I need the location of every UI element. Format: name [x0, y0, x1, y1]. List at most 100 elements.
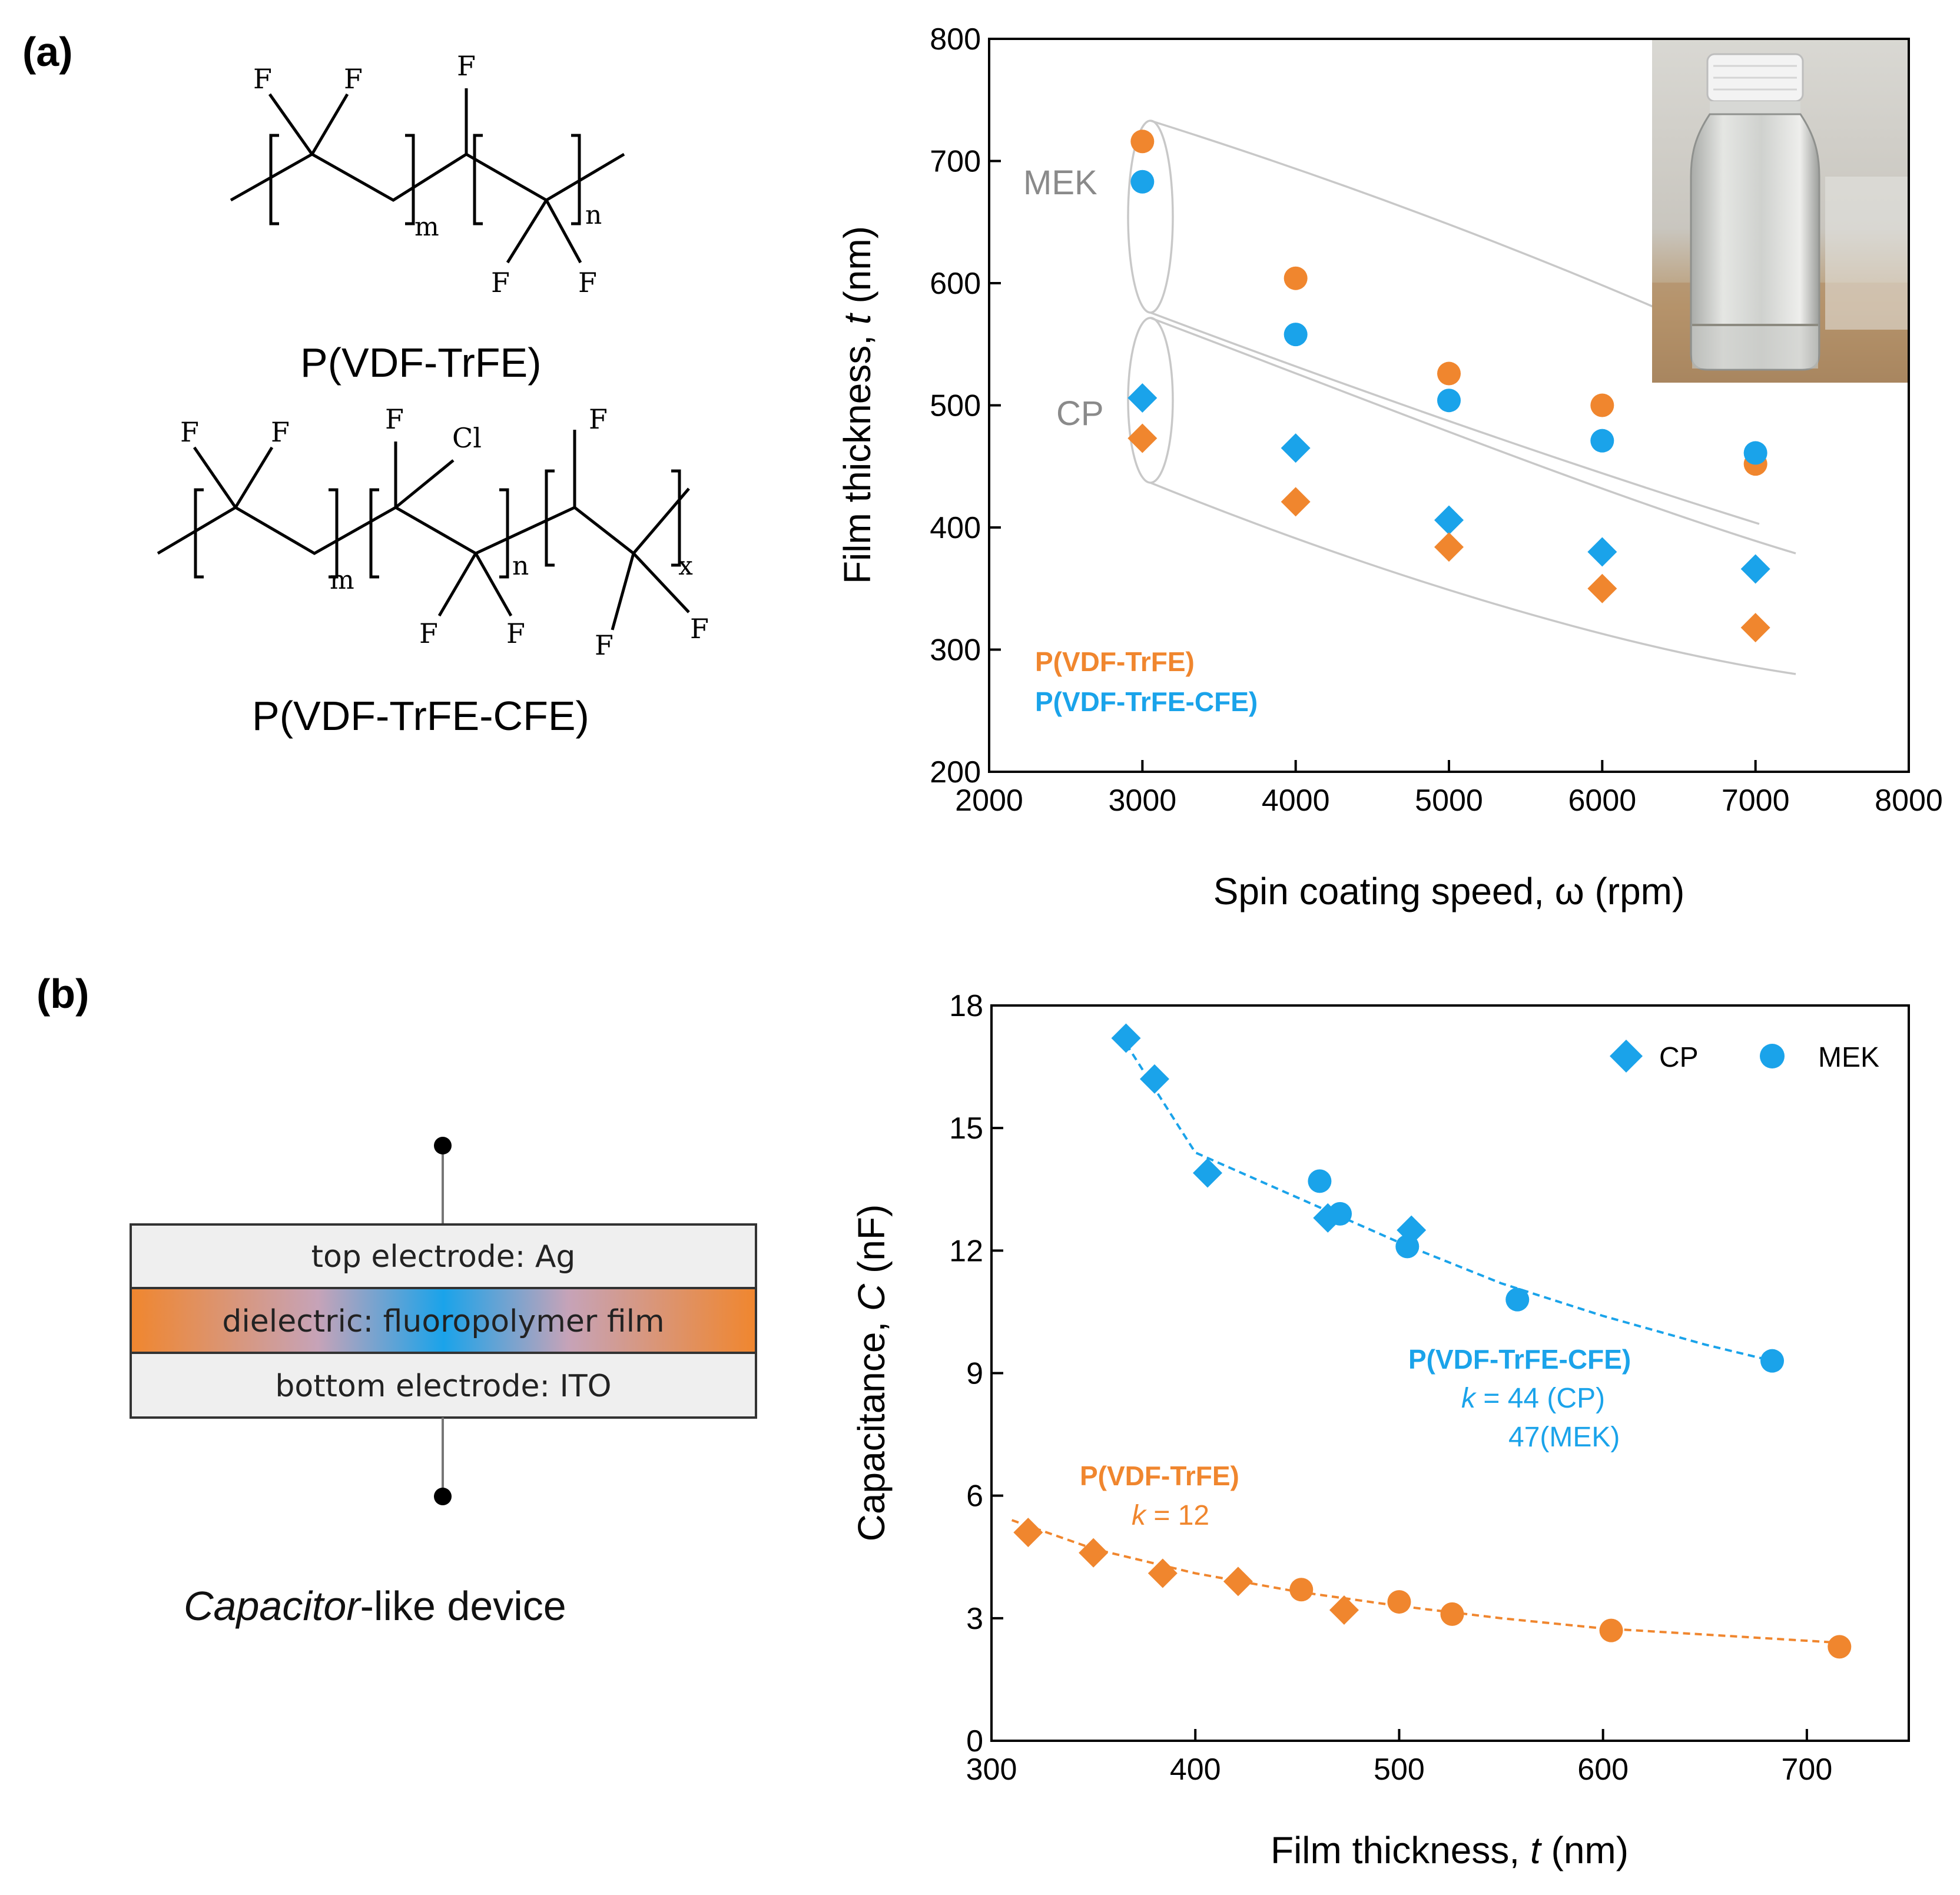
chart-a0-x-tick-label: 2000 — [955, 784, 1023, 818]
atom-f: F — [253, 63, 272, 95]
chart-a0-point-diamond — [1281, 487, 1311, 517]
chart-b1-y-tick-label: 0 — [966, 1724, 983, 1758]
subscript-n: n — [512, 551, 529, 581]
chart-a0-point-circle — [1590, 429, 1614, 453]
chart-b1-point-circle — [1289, 1578, 1314, 1602]
chart-a0-point-circle — [1130, 170, 1155, 194]
chart-a0-point-circle — [1590, 393, 1614, 417]
atom-f: F — [578, 267, 597, 298]
chart-b1-x-tick-label: 700 — [1782, 1753, 1833, 1787]
mek-group-label: MEK — [1023, 164, 1097, 202]
chart-a0-y-tick-label: 700 — [930, 145, 981, 179]
top-terminal — [434, 1137, 452, 1154]
chart-b1-x-tick-label: 400 — [1170, 1753, 1221, 1787]
chart-a-y-title-suffix: (nm) — [836, 226, 878, 314]
chart-a0-point-circle — [1437, 389, 1461, 413]
chart-a-axes: 2000 3000 4000 5000 6000 7000 8000 200 300 400 500… — [930, 22, 1943, 818]
panel-label-b: (b) — [37, 971, 89, 1017]
chart-a0-y-tick-label: 200 — [930, 755, 981, 789]
chart-b1-y-tick-label: 12 — [949, 1234, 983, 1268]
chart-a0-point-diamond — [1281, 433, 1311, 463]
chart-b1-y-tick-label: 9 — [966, 1357, 983, 1391]
chart-b-annotation-cfe-k2: 47(MEK) — [1508, 1422, 1620, 1453]
chart-a0-y-tick-label: 800 — [930, 22, 981, 57]
polymer-name-pvdf-trfe-cfe: P(VDF-TrFE-CFE) — [252, 693, 589, 739]
chart-a-legend-pvdf-trfe: P(VDF-TrFE) — [1035, 646, 1195, 677]
chart-b1-point-circle — [1308, 1169, 1332, 1193]
cfe-k-rest: = 44 (CP) — [1475, 1383, 1605, 1414]
chart-a-legend-pvdf-trfe-cfe: P(VDF-TrFE-CFE) — [1035, 686, 1258, 717]
bottom-terminal — [434, 1488, 452, 1505]
chart-b1-point-diamond — [1148, 1558, 1178, 1588]
chart-b-x-title-suffix: (nm) — [1541, 1829, 1629, 1871]
chart-b1-point-circle — [1828, 1635, 1852, 1659]
chart-b-x-title-prefix: Film thickness, — [1271, 1829, 1530, 1871]
chart-a0-point-diamond — [1587, 537, 1617, 567]
chart-a0-point-circle — [1437, 361, 1461, 386]
subscript-n: n — [585, 200, 602, 230]
chart-a0-x-tick-label: 6000 — [1568, 784, 1636, 818]
chart-b-fit-lines — [1011, 1033, 1840, 1644]
chart-b1-x-tick-label: 300 — [966, 1753, 1017, 1787]
atom-f: F — [690, 613, 709, 645]
chart-b1-point-circle — [1395, 1234, 1420, 1259]
chart-a0-x-tick-label: 4000 — [1262, 784, 1330, 818]
legend-cp-label: CP — [1659, 1042, 1699, 1073]
chart-b1-x-tick-label: 600 — [1577, 1753, 1629, 1787]
chart-b-y-title-suffix: (nF) — [850, 1204, 893, 1284]
atom-f: F — [344, 63, 363, 95]
subscript-m: m — [414, 212, 439, 242]
trfe-k-rest: = 12 — [1146, 1500, 1209, 1531]
vial-photo-inset — [1652, 39, 1909, 383]
device-caption-rest: -like device — [360, 1583, 566, 1629]
chart-b1-point-circle — [1440, 1602, 1464, 1626]
chart-b1-point-circle — [1599, 1618, 1623, 1642]
chart-b-legend: CP MEK — [1610, 1040, 1879, 1073]
chart-a0-point-diamond — [1127, 383, 1158, 413]
chart-b1-point-diamond — [1139, 1064, 1169, 1094]
atom-f: F — [491, 267, 510, 298]
device-caption: Capacitor-like device — [184, 1583, 566, 1629]
chart-a-y-title-var: t — [836, 313, 878, 324]
chart-a0-point-diamond — [1740, 613, 1770, 643]
panel-label-a: (a) — [22, 29, 73, 75]
polymer-name-pvdf-trfe: P(VDF-TrFE) — [300, 340, 542, 386]
chart-b-y-title-prefix: Capacitance, — [850, 1311, 893, 1541]
device-caption-italic: Capacitor — [184, 1583, 362, 1629]
atom-f: F — [589, 403, 608, 435]
subscript-m: m — [330, 565, 354, 595]
legend-mek-marker — [1760, 1044, 1785, 1068]
chart-b-annotation-cfe-k: k = 44 (CP) — [1461, 1383, 1605, 1414]
chart-a0-x-tick-label: 8000 — [1875, 784, 1943, 818]
chart-b-y-axis-title: Capacitance, C (nF) — [850, 1204, 893, 1542]
chart-b1-point-diamond — [1223, 1567, 1253, 1597]
cfe-k-var: k — [1461, 1383, 1477, 1414]
chart-a0-point-circle — [1284, 323, 1308, 347]
chart-b1-fit-line — [1011, 1519, 1840, 1644]
chart-a0-x-tick-label: 3000 — [1108, 784, 1176, 818]
chart-a0-y-tick-label: 500 — [930, 389, 981, 423]
chart-a0-point-diamond — [1740, 554, 1770, 584]
atom-cl: Cl — [452, 422, 482, 454]
atom-f: F — [419, 618, 438, 649]
top-electrode-label: top electrode: Ag — [311, 1239, 576, 1275]
chart-a-markers — [1127, 130, 1770, 643]
chart-b-annotation-cfe-title: P(VDF-TrFE-CFE) — [1408, 1344, 1631, 1375]
atom-f: F — [180, 416, 199, 448]
chart-b1-y-tick-label: 6 — [966, 1479, 983, 1514]
chart-b1-x-tick-label: 500 — [1374, 1753, 1425, 1787]
chem-structure-pvdf-trfe-cfe: F F F Cl F F F F F m n x P(VDF-TrFE-CFE) — [157, 403, 709, 739]
chart-a-x-axis-title: Spin coating speed, ω (rpm) — [1213, 870, 1685, 912]
chart-b-x-title-var: t — [1530, 1829, 1542, 1871]
chart-a0-x-tick-label: 5000 — [1415, 784, 1483, 818]
chart-b-y-title-var: C — [850, 1283, 893, 1311]
atom-f: F — [385, 403, 404, 435]
chart-a0-y-tick-label: 300 — [930, 633, 981, 668]
chart-b-axes: 300 400 500 600 700 0 3 6 9 12 15 18 — [949, 989, 1832, 1787]
chart-b-markers — [1013, 1023, 1852, 1659]
chart-b1-fit-line — [1119, 1033, 1773, 1362]
chart-b: 300 400 500 600 700 0 3 6 9 12 15 18 CP MEK P(VDF-T… — [850, 989, 1910, 1871]
atom-f: F — [457, 50, 476, 82]
chart-b-annotation-trfe-k: k = 12 — [1132, 1500, 1209, 1531]
